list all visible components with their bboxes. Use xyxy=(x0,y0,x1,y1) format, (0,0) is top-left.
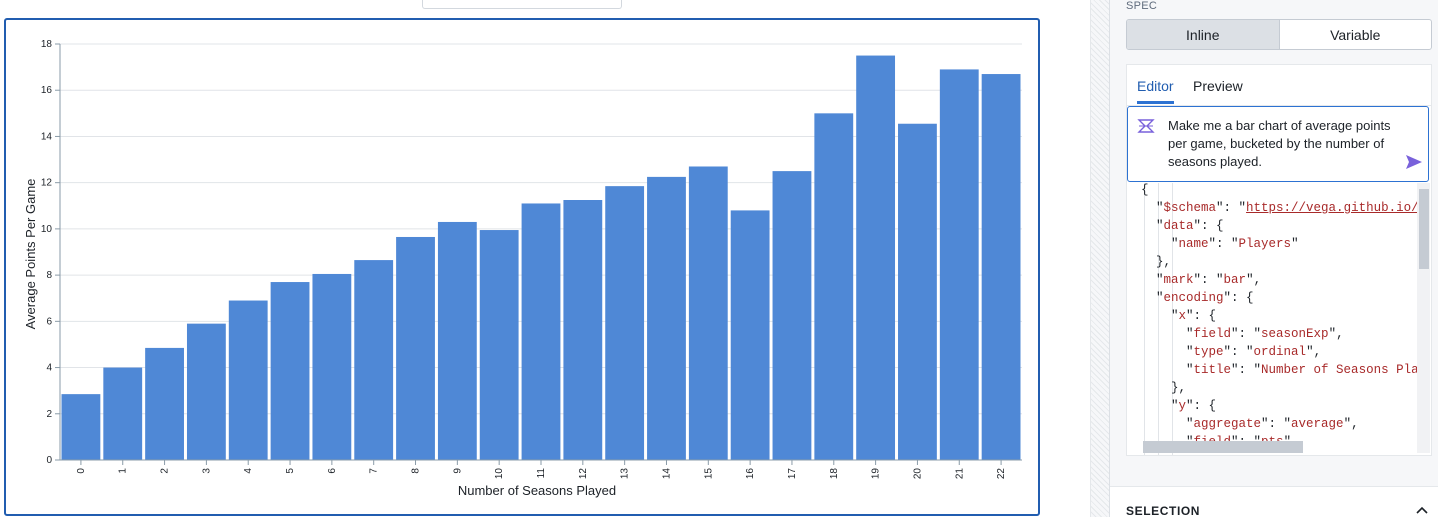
x-tick-label: 11 xyxy=(536,468,547,479)
ai-prompt-box[interactable]: Make me a bar chart of average points pe… xyxy=(1127,106,1429,182)
x-tick-label: 19 xyxy=(871,468,882,480)
bar-16[interactable] xyxy=(730,210,770,460)
bar-14[interactable] xyxy=(647,176,686,460)
x-tick-label: 14 xyxy=(661,468,672,480)
bar-9[interactable] xyxy=(437,221,477,460)
bar-5[interactable] xyxy=(270,282,310,460)
editor-card: Editor Preview Make me a bar chart of av… xyxy=(1126,64,1432,456)
x-tick-label: 21 xyxy=(954,468,965,480)
x-axis-title: Number of Seasons Played xyxy=(458,483,616,498)
y-tick-label: 4 xyxy=(46,363,52,374)
x-tick-label: 12 xyxy=(578,468,589,480)
bar-11[interactable] xyxy=(521,203,561,460)
chevron-up-icon[interactable] xyxy=(1416,505,1428,515)
bar-3[interactable] xyxy=(186,323,226,460)
bar-1[interactable] xyxy=(103,367,143,460)
spec-section-label: SPEC xyxy=(1126,0,1158,12)
x-tick-label: 22 xyxy=(996,468,1007,480)
ai-sparkle-icon xyxy=(1137,119,1155,133)
y-tick-label: 12 xyxy=(41,178,53,189)
selected-chart-widget[interactable]: 0 2 4 6 8 10 12 14 16 18 0 1 2 3 4 5 6 7 8 9 10 11 12 13 14 15 16 1… xyxy=(4,18,1040,516)
y-axis-title: Average Points Per Game xyxy=(23,179,38,330)
x-tick-label: 18 xyxy=(829,468,840,480)
bar-18[interactable] xyxy=(814,113,854,460)
y-tick-label: 16 xyxy=(41,85,53,96)
bar-13[interactable] xyxy=(605,186,645,460)
code-line: "aggregate": "average", xyxy=(1141,417,1359,431)
y-tick-label: 2 xyxy=(46,409,52,420)
bar-2[interactable] xyxy=(145,347,184,460)
x-tick-label: 7 xyxy=(369,468,380,474)
bar-20[interactable] xyxy=(898,123,937,460)
bar-6[interactable] xyxy=(312,273,352,460)
code-line: }, xyxy=(1141,255,1172,269)
bar-17[interactable] xyxy=(772,171,812,460)
code-lines: { "$schema": "https://vega.github.io/sch… xyxy=(1141,183,1417,451)
spec-code-editor[interactable]: { "$schema": "https://vega.github.io/sch… xyxy=(1127,183,1417,455)
top-input-field[interactable] xyxy=(422,0,622,9)
x-tick-label: 17 xyxy=(787,468,798,480)
bar-7[interactable] xyxy=(354,260,394,460)
y-tick-label: 18 xyxy=(41,39,53,50)
bar-0[interactable] xyxy=(61,394,101,460)
code-line: "name": "Players" xyxy=(1141,237,1299,251)
x-tick-label: 10 xyxy=(494,468,505,480)
bar-12[interactable] xyxy=(563,200,603,460)
x-tick-label: 0 xyxy=(76,468,87,474)
tab-editor[interactable]: Editor xyxy=(1137,78,1174,94)
bar-8[interactable] xyxy=(396,236,435,460)
spec-mode-toggle: Inline Variable xyxy=(1126,19,1432,50)
code-line: "type": "ordinal", xyxy=(1141,345,1322,359)
inline-button[interactable]: Inline xyxy=(1127,20,1280,49)
x-tick-label: 4 xyxy=(243,468,254,474)
y-tick-label: 6 xyxy=(46,316,52,327)
code-line: "field": "seasonExp", xyxy=(1141,327,1344,341)
y-tick-label: 0 xyxy=(46,455,52,466)
code-line: "$schema": "https://vega.github.io/sch xyxy=(1141,201,1417,215)
x-tick-label: 5 xyxy=(285,468,296,474)
bar-4[interactable] xyxy=(228,300,268,460)
selection-section-header[interactable]: SELECTION xyxy=(1110,486,1438,518)
code-line: "encoding": { xyxy=(1141,291,1254,305)
panel-resize-handle[interactable] xyxy=(1090,0,1110,517)
editor-tabs: Editor Preview xyxy=(1127,65,1431,106)
variable-button[interactable]: Variable xyxy=(1330,26,1381,43)
code-line: "title": "Number of Seasons Played xyxy=(1141,363,1417,377)
bar-22[interactable] xyxy=(981,74,1021,461)
spec-panel: SPEC Inline Variable Editor Preview Make… xyxy=(1110,0,1438,518)
selection-section-label: SELECTION xyxy=(1126,504,1201,518)
chart-canvas-area: 0 2 4 6 8 10 12 14 16 18 0 1 2 3 4 5 6 7 8 9 10 11 12 13 14 15 16 1… xyxy=(4,0,1040,516)
active-tab-indicator xyxy=(1137,101,1174,104)
y-tick-label: 8 xyxy=(46,270,52,281)
prompt-input[interactable]: Make me a bar chart of average points pe… xyxy=(1168,118,1391,169)
code-line: "mark": "bar", xyxy=(1141,273,1262,287)
code-line: }, xyxy=(1141,381,1187,395)
bar-10[interactable] xyxy=(479,230,519,460)
x-tick-label: 13 xyxy=(620,468,631,480)
horizontal-scrollbar-thumb[interactable] xyxy=(1143,441,1303,453)
code-line: { xyxy=(1141,183,1149,197)
vertical-scrollbar-thumb[interactable] xyxy=(1419,189,1429,269)
x-tick-label: 6 xyxy=(327,468,338,474)
code-line: "x": { xyxy=(1141,309,1217,323)
x-tick-label: 3 xyxy=(201,468,212,474)
y-tick-label: 10 xyxy=(41,224,53,235)
code-line: "data": { xyxy=(1141,219,1224,233)
tab-preview[interactable]: Preview xyxy=(1193,78,1243,94)
bar-21[interactable] xyxy=(939,69,979,460)
x-tick-label: 15 xyxy=(703,468,714,480)
y-tick-label: 14 xyxy=(41,131,53,142)
x-tick-label: 16 xyxy=(745,468,756,480)
x-tick-label: 1 xyxy=(118,468,129,474)
x-tick-label: 9 xyxy=(452,468,463,474)
bar-15[interactable] xyxy=(688,166,728,460)
bar-19[interactable] xyxy=(856,55,896,461)
x-tick-label: 20 xyxy=(912,468,923,480)
code-line: "y": { xyxy=(1141,399,1217,413)
x-tick-label: 2 xyxy=(160,468,171,474)
send-icon[interactable] xyxy=(1404,153,1424,171)
x-tick-label: 8 xyxy=(411,468,422,474)
vertical-scrollbar[interactable] xyxy=(1417,183,1430,453)
